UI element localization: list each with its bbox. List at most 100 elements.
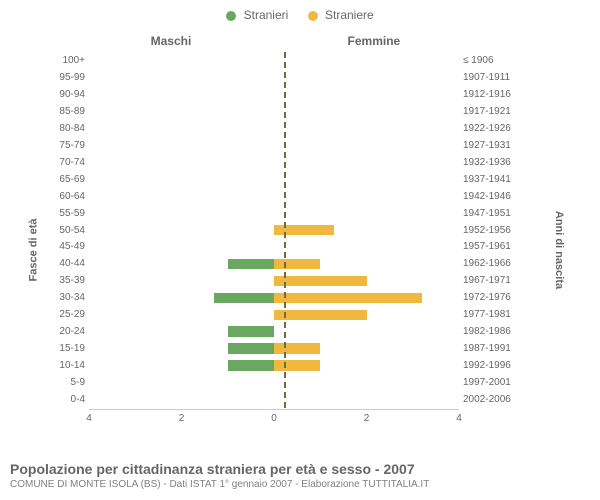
bar-female [274,343,320,354]
birth-year-label: 1932-1936 [459,157,525,168]
legend-swatch-female [308,11,318,21]
bar-half-female [274,238,459,255]
legend-label-female: Straniere [325,8,374,22]
bar-half-female [274,103,459,120]
bar-zone [89,171,459,188]
bar-zone [89,323,459,340]
birth-year-label: 1952-1956 [459,225,525,236]
bar-half-male [89,340,274,357]
bar-half-male [89,238,274,255]
bar-half-female [274,69,459,86]
bar-male [214,293,274,304]
chart-title: Popolazione per cittadinanza straniera p… [10,461,590,477]
bar-zone [89,103,459,120]
legend-swatch-male [226,11,236,21]
bar-half-male [89,171,274,188]
age-label: 70-74 [45,157,89,168]
birth-year-label: ≤ 1906 [459,55,525,66]
bar-half-male [89,154,274,171]
chart-area: Maschi Femmine 100+≤ 190695-991907-19119… [45,34,525,430]
bar-female [274,360,320,371]
bar-zone [89,205,459,222]
bar-zone [89,340,459,357]
bar-half-female [274,137,459,154]
bar-half-male [89,86,274,103]
age-label: 20-24 [45,326,89,337]
bar-half-male [89,52,274,69]
age-label: 50-54 [45,225,89,236]
bar-half-male [89,103,274,120]
age-label: 65-69 [45,174,89,185]
bar-half-male [89,222,274,239]
bar-half-male [89,69,274,86]
bar-half-female [274,171,459,188]
bar-half-male [89,323,274,340]
birth-year-label: 1977-1981 [459,309,525,320]
birth-year-label: 1922-1926 [459,123,525,134]
bar-zone [89,289,459,306]
legend: Stranieri Straniere [0,0,600,22]
bar-zone [89,357,459,374]
bar-female [274,276,367,287]
bar-half-female [274,154,459,171]
chart-footer: Popolazione per cittadinanza straniera p… [10,461,590,490]
bar-zone [89,137,459,154]
legend-item-female: Straniere [308,8,374,22]
birth-year-label: 1937-1941 [459,174,525,185]
bar-zone [89,188,459,205]
bar-zone [89,69,459,86]
bar-zone [89,120,459,137]
bar-male [228,343,274,354]
x-axis: 4 2 0 2 4 [89,409,459,430]
birth-year-label: 1942-1946 [459,191,525,202]
birth-year-label: 1947-1951 [459,208,525,219]
bar-half-female [274,222,459,239]
bar-half-male [89,120,274,137]
bar-half-female [274,357,459,374]
x-tick: 4 [86,413,92,424]
bar-zone [89,272,459,289]
bar-zone [89,374,459,391]
birth-year-label: 1917-1921 [459,106,525,117]
x-tick: 0 [271,413,277,424]
center-line [284,52,286,408]
age-label: 100+ [45,55,89,66]
bar-half-male [89,289,274,306]
column-header-male: Maschi [151,34,192,48]
bar-male [228,326,274,337]
age-label: 45-49 [45,241,89,252]
bar-half-male [89,137,274,154]
birth-year-label: 1957-1961 [459,241,525,252]
age-label: 60-64 [45,191,89,202]
bar-half-female [274,52,459,69]
bar-half-male [89,272,274,289]
bar-half-female [274,86,459,103]
y-axis-title-right: Anni di nascita [553,211,565,289]
bar-male [228,259,274,270]
birth-year-label: 1987-1991 [459,343,525,354]
chart-rows: 100+≤ 190695-991907-191190-941912-191685… [45,52,525,408]
age-label: 35-39 [45,275,89,286]
bar-female [274,259,320,270]
x-tick: 2 [364,413,370,424]
age-label: 75-79 [45,140,89,151]
birth-year-label: 1907-1911 [459,72,525,83]
bar-half-female [274,120,459,137]
bar-half-female [274,374,459,391]
x-tick: 4 [456,413,462,424]
bar-half-female [274,391,459,408]
bar-half-male [89,374,274,391]
bar-zone [89,86,459,103]
x-tick: 2 [179,413,185,424]
age-label: 15-19 [45,343,89,354]
bar-half-male [89,205,274,222]
age-label: 30-34 [45,292,89,303]
age-label: 10-14 [45,360,89,371]
bar-zone [89,52,459,69]
bar-half-female [274,340,459,357]
birth-year-label: 1912-1916 [459,89,525,100]
age-label: 5-9 [45,377,89,388]
bar-male [228,360,274,371]
birth-year-label: 1982-1986 [459,326,525,337]
birth-year-label: 1967-1971 [459,275,525,286]
